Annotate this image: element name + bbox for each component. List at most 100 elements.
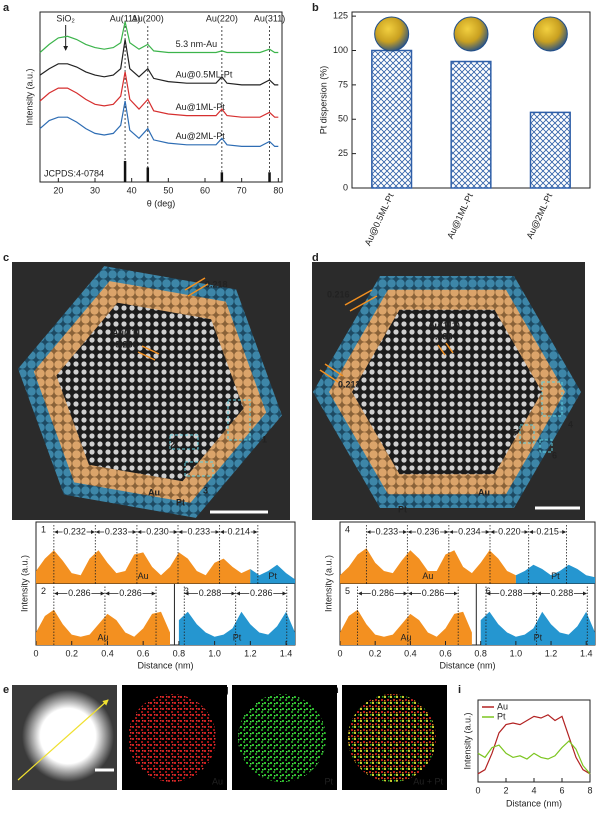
- spacing-label: 0.236: [417, 526, 440, 536]
- y-tick-label: 50: [338, 114, 348, 124]
- spacing-label: 0.234: [458, 526, 481, 536]
- spacing-bg: [499, 588, 524, 599]
- profile-number: 2: [41, 586, 46, 596]
- x-axis-label: Distance (nm): [137, 660, 193, 670]
- micrograph-label: 0.218: [205, 279, 228, 289]
- x-tick-label: 60: [200, 185, 210, 195]
- x-tick-label: 6: [559, 785, 564, 795]
- peak-label: Au(220): [206, 13, 238, 23]
- micrograph-label: 1: [262, 434, 267, 444]
- au-core: [56, 302, 244, 482]
- micrograph-label: 0.236: [115, 339, 138, 349]
- spacing-label: 0.230: [146, 526, 169, 536]
- x-tick-label: 0.2: [369, 648, 382, 658]
- x-tick-label: 1.4: [580, 648, 593, 658]
- roi-box: [169, 434, 199, 450]
- micrograph-label: 0.216: [327, 289, 350, 299]
- x-tick-label: 20: [53, 185, 63, 195]
- micrograph-label: Pt: [176, 497, 185, 507]
- micrograph-label: 0.213: [338, 379, 361, 389]
- micrograph-label: 6: [552, 450, 557, 460]
- micrograph-label: Pt: [398, 504, 407, 514]
- micrograph-label: Au(111): [428, 320, 460, 330]
- profile-area: [36, 550, 251, 584]
- plot-frame: [477, 699, 591, 783]
- y-axis-label: Intensity (a.u.): [323, 555, 333, 612]
- panel-label: c: [3, 252, 9, 264]
- particle-icon: [374, 16, 410, 52]
- particle-icon: [532, 16, 568, 52]
- fringe-mark: [141, 345, 160, 355]
- x-tick-label: 4: [531, 785, 536, 795]
- profile-name: Pt: [534, 632, 543, 642]
- roi-box: [541, 381, 563, 417]
- roi-box: [519, 424, 535, 444]
- micrograph-label: Au: [478, 487, 490, 497]
- fringe-mark: [437, 344, 446, 356]
- spacing-bg: [226, 527, 251, 537]
- profile-name: Au: [422, 571, 433, 581]
- x-tick-label: 0.6: [439, 648, 452, 658]
- x-tick-label: 2: [503, 785, 508, 795]
- profile-area: [36, 609, 170, 645]
- series-line: [477, 714, 591, 775]
- spacing-label: 0.233: [188, 526, 211, 536]
- profile-number: 1: [41, 524, 46, 534]
- micrograph-label: Au: [148, 487, 160, 497]
- spacing-bg: [535, 527, 560, 537]
- y-axis-label: Intensity (a.u.): [462, 712, 472, 769]
- profile-name: Au: [138, 571, 149, 581]
- spacing-bg: [421, 588, 446, 599]
- spacing-bg: [62, 527, 87, 537]
- spacing-label: 0.214: [227, 526, 250, 536]
- spacing-label: 0.288: [551, 588, 574, 598]
- x-tick-label: 30: [90, 185, 100, 195]
- series-label: Au@1ML-Pt: [176, 102, 226, 112]
- x-tick-label: 70: [237, 185, 247, 195]
- x-tick-label: 0.4: [101, 648, 114, 658]
- x-tick-label: 1.4: [280, 648, 293, 658]
- micrograph-label: 4: [568, 419, 573, 429]
- profile-area: [515, 564, 595, 584]
- series-line: [39, 100, 279, 147]
- bar: [371, 49, 413, 189]
- x-tick-label: Au@2ML-Pt: [524, 191, 554, 240]
- profile-number: 6: [486, 586, 491, 596]
- spacing-bg: [145, 527, 170, 537]
- profile-name: Pt: [233, 632, 242, 642]
- spacing-label: 0.286: [250, 588, 273, 598]
- profile-number: 4: [345, 524, 350, 534]
- fringe-mark: [324, 363, 344, 377]
- micrograph-label: 5: [512, 427, 517, 437]
- eds-label: Pt: [324, 776, 333, 786]
- x-tick-label: 0.2: [65, 648, 78, 658]
- x-tick-label: 0: [475, 785, 480, 795]
- profile-name: Au: [400, 632, 411, 642]
- x-tick-label: 80: [273, 185, 283, 195]
- x-axis-label: Distance (nm): [439, 660, 495, 670]
- roi-box: [227, 399, 251, 441]
- series-line: [39, 71, 279, 118]
- panel-label: e: [3, 684, 9, 696]
- bar: [529, 111, 571, 189]
- spacing-bg: [104, 527, 129, 537]
- legend-label: Au: [497, 701, 508, 711]
- plot-frame: [39, 11, 283, 183]
- series-label: 5.3 nm-Au: [176, 39, 218, 49]
- fringe-mark: [184, 277, 206, 291]
- x-tick-label: 0.6: [137, 648, 150, 658]
- micrograph-label: Au(111): [112, 327, 144, 337]
- x-tick-label: Au@1ML-Pt: [445, 191, 475, 240]
- fringe-mark: [349, 295, 378, 312]
- series-line: [477, 740, 591, 775]
- spacing-bg: [186, 527, 211, 537]
- reference-name: JCPDS:4-0784: [44, 168, 104, 178]
- profile-number: 3: [184, 586, 189, 596]
- x-tick-label: 1.0: [208, 648, 221, 658]
- spacing-bg: [67, 588, 92, 599]
- fringe-mark: [137, 351, 156, 361]
- eds-label: Au: [212, 776, 223, 786]
- micrograph-label: 2: [170, 439, 175, 449]
- peak-label: Au(200): [132, 13, 164, 23]
